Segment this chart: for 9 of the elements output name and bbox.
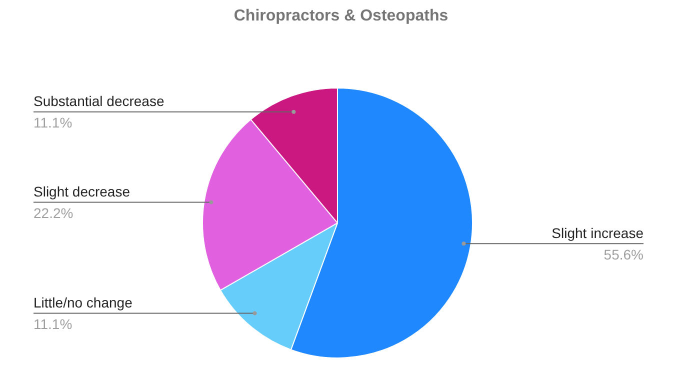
slice-label: Little/no change bbox=[34, 294, 133, 311]
data-label: 55.6% bbox=[604, 246, 644, 262]
slice-label: Slight increase bbox=[552, 224, 644, 241]
chart-title: Chiropractors & Osteopaths bbox=[234, 8, 448, 24]
data-label: 11.1% bbox=[34, 316, 72, 332]
slice-label: Slight decrease bbox=[34, 184, 130, 200]
slice-label: Substantial decrease bbox=[34, 93, 164, 110]
data-label: 22.2% bbox=[34, 205, 74, 222]
data-label: 11.1% bbox=[34, 114, 72, 131]
